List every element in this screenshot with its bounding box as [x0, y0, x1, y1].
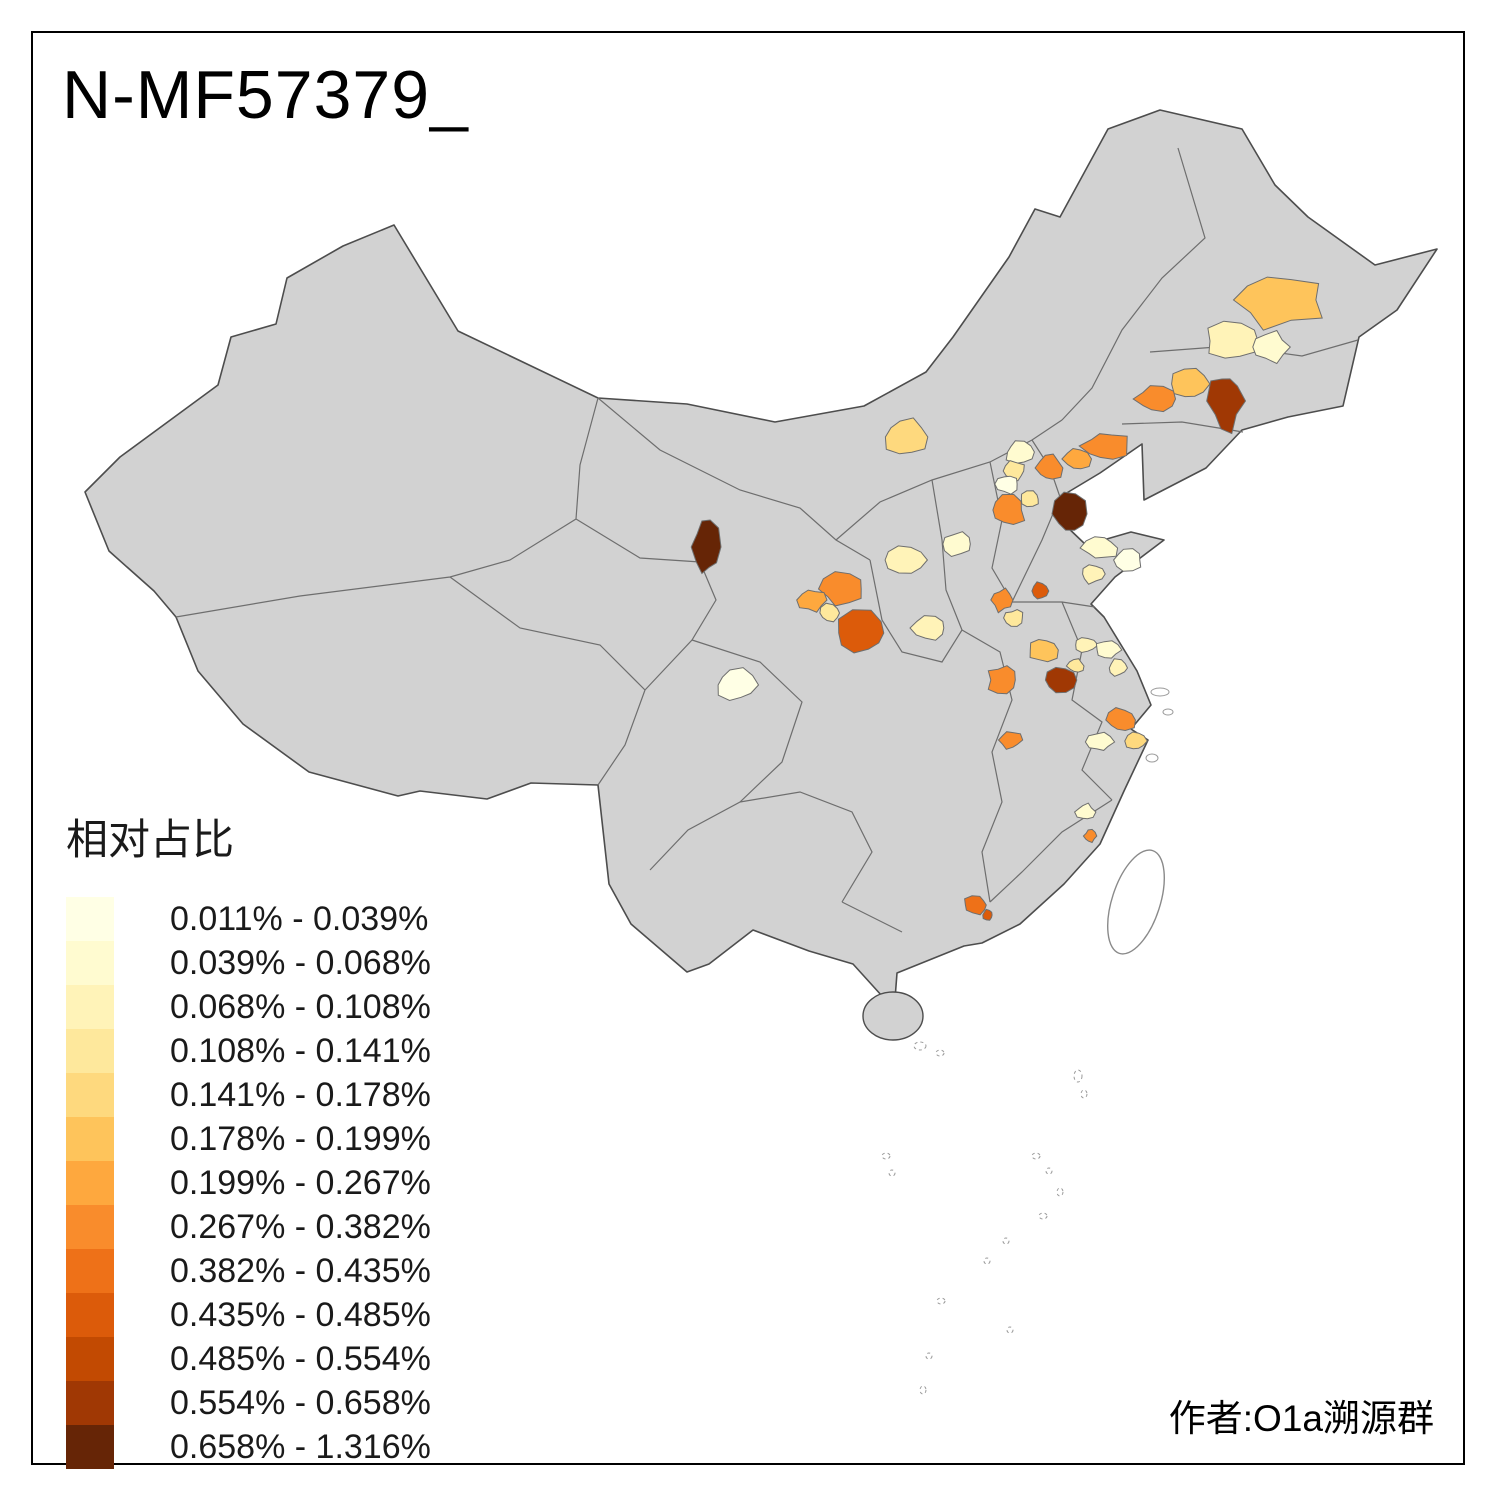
map-region [1082, 828, 1098, 844]
map-region [1171, 367, 1211, 398]
map-region [837, 609, 885, 654]
south-china-sea-islands [881, 1041, 1088, 1395]
legend-swatch [66, 1249, 114, 1293]
map-region [1095, 640, 1123, 659]
legend-bin-label: 0.658% - 1.316% [170, 1427, 431, 1466]
legend-bin: 0.108% - 0.141% [66, 1029, 431, 1073]
taiwan-island [1107, 849, 1165, 955]
legend-swatch [66, 1029, 114, 1073]
map-region [994, 475, 1018, 495]
map-region [1020, 490, 1039, 508]
map-region [1084, 731, 1116, 751]
map-region [1005, 440, 1035, 465]
map-region [884, 545, 929, 574]
legend-bin: 0.011% - 0.039% [66, 897, 431, 941]
legend-swatch [66, 941, 114, 985]
map-region [1252, 329, 1292, 365]
legend-bin: 0.068% - 0.108% [66, 985, 431, 1029]
legend-bin-label: 0.199% - 0.267% [170, 1163, 431, 1202]
china-mainland [84, 109, 1438, 1000]
legend-bin: 0.141% - 0.178% [66, 1073, 431, 1117]
map-region [1002, 460, 1025, 482]
map-region [1132, 385, 1177, 413]
map-region [1124, 731, 1148, 750]
legend-bin-label: 0.485% - 0.554% [170, 1339, 431, 1378]
legend-bin: 0.658% - 1.316% [66, 1425, 431, 1469]
map-region [909, 615, 945, 641]
map-region [990, 587, 1014, 614]
legend-bin: 0.039% - 0.068% [66, 941, 431, 985]
legend: 相对占比 0.011% - 0.039% 0.039% - 0.068% 0.068… [66, 806, 431, 1469]
legend-swatch [66, 897, 114, 941]
legend-bin-label: 0.108% - 0.141% [170, 1031, 431, 1070]
page-title: N-MF57379_ [62, 57, 469, 133]
map-region [884, 417, 929, 455]
legend-swatch [66, 1205, 114, 1249]
map-region [1079, 536, 1119, 559]
legend-bin-label: 0.382% - 0.435% [170, 1251, 431, 1290]
map-region [1029, 638, 1059, 663]
legend-bin: 0.485% - 0.554% [66, 1337, 431, 1381]
legend-swatch [66, 1073, 114, 1117]
map-region [1065, 658, 1085, 673]
map-region [1051, 491, 1088, 531]
map-region [1073, 802, 1097, 820]
map-region [1113, 548, 1142, 572]
legend-bin-label: 0.039% - 0.068% [170, 943, 431, 982]
map-region [987, 665, 1016, 695]
legend-bin: 0.199% - 0.267% [66, 1161, 431, 1205]
map-region [1034, 453, 1064, 480]
map-region [1206, 378, 1247, 435]
legend-swatch [66, 985, 114, 1029]
map-region [690, 519, 722, 575]
map-region [1232, 276, 1323, 331]
legend-bin: 0.435% - 0.485% [66, 1293, 431, 1337]
legend-bin-label: 0.267% - 0.382% [170, 1207, 431, 1246]
legend-swatch [66, 1337, 114, 1381]
legend-swatch [66, 1293, 114, 1337]
legend-bin-label: 0.435% - 0.485% [170, 1295, 431, 1334]
map-region [982, 908, 993, 921]
hainan-island [862, 991, 924, 1041]
map-region [717, 667, 760, 702]
legend-bins: 0.011% - 0.039% 0.039% - 0.068% 0.068% - 0… [66, 897, 431, 1469]
coastal-islands [1145, 687, 1174, 763]
attribution: 作者:O1a溯源群 [1168, 1398, 1434, 1439]
map-region [997, 731, 1024, 750]
legend-bin-label: 0.011% - 0.039% [170, 899, 429, 938]
map-region [942, 531, 971, 558]
map-region [1075, 637, 1099, 654]
legend-bin-label: 0.178% - 0.199% [170, 1119, 431, 1158]
map-region [819, 602, 841, 623]
legend-bin-label: 0.554% - 0.658% [170, 1383, 431, 1422]
legend-bin: 0.382% - 0.435% [66, 1249, 431, 1293]
map-regions [690, 276, 1323, 921]
map-region [1061, 447, 1093, 470]
map-region [1082, 564, 1106, 585]
legend-bin-label: 0.141% - 0.178% [170, 1075, 431, 1114]
map-region [817, 571, 862, 607]
map-region [1003, 609, 1024, 627]
map-region [1105, 707, 1136, 732]
legend-swatch [66, 1161, 114, 1205]
legend-title: 相对占比 [66, 816, 235, 863]
legend-bin: 0.178% - 0.199% [66, 1117, 431, 1161]
legend-bin: 0.554% - 0.658% [66, 1381, 431, 1425]
legend-bin-label: 0.068% - 0.108% [170, 987, 431, 1026]
map-region [964, 895, 987, 916]
map-region [1031, 581, 1050, 600]
map-region [1078, 433, 1128, 460]
legend-bin: 0.267% - 0.382% [66, 1205, 431, 1249]
legend-swatch [66, 1381, 114, 1425]
legend-swatch [66, 1425, 114, 1469]
legend-swatch [66, 1117, 114, 1161]
map-region [1044, 666, 1078, 694]
map-region [992, 493, 1026, 526]
map-region [1207, 320, 1259, 359]
map-region [1108, 658, 1129, 677]
map-region [796, 589, 828, 613]
